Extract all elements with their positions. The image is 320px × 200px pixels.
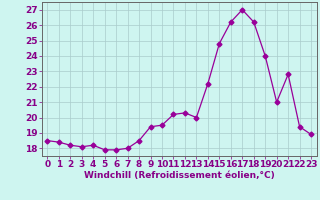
X-axis label: Windchill (Refroidissement éolien,°C): Windchill (Refroidissement éolien,°C) bbox=[84, 171, 275, 180]
